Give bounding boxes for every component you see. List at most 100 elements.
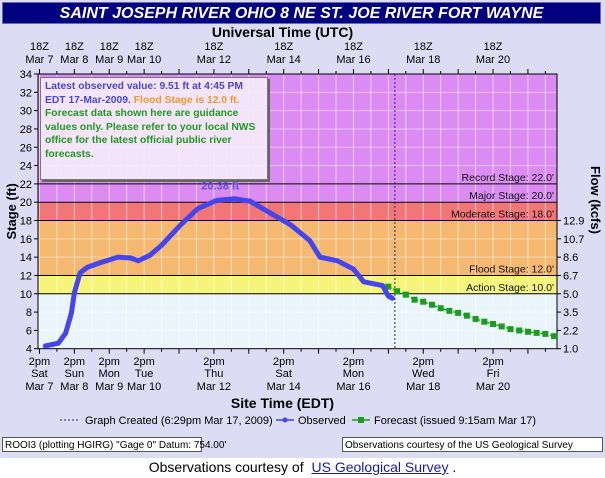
hydrograph-chart: Record Stage: 22.0' Major Stage: 20.0' Mod… (4, 24, 603, 427)
top-axis-title: Universal Time (UTC) (212, 24, 353, 40)
forecast-point (455, 309, 462, 316)
top-tick-label: Mar 20 (476, 54, 510, 66)
observed-point (289, 223, 293, 227)
observed-point (116, 255, 120, 259)
y-tick-label: 16 (20, 234, 32, 246)
forecast-point (507, 326, 514, 333)
y-tick-label: 24 (20, 161, 32, 173)
y-tick-label: 8 (26, 307, 32, 319)
top-tick-label: 18Z (100, 41, 119, 53)
bottom-tick-label: 2pm (203, 356, 224, 368)
station-info-box: ROOI3 (plotting HGIRG) "Gage 0" Datum: 7… (2, 437, 226, 452)
bottom-tick-label: Sat (31, 368, 48, 380)
legend-forecast-label: Forecast (issued 9:15am Mar 17) (374, 415, 536, 427)
legend-created-label: Graph Created (6:29pm Mar 17, 2009) (85, 415, 273, 427)
forecast-point (481, 318, 488, 325)
forecast-point (463, 312, 470, 319)
bottom-tick-label: Mar 9 (95, 381, 123, 393)
chart-title: SAINT JOSEPH RIVER OHIO 8 NE ST. JOE RIV… (2, 2, 601, 24)
observed-point (335, 259, 339, 263)
observed-point (269, 211, 273, 215)
stage-label-moderate: Moderate Stage: 18.0' (451, 209, 554, 221)
bottom-tick-label: Mon (343, 368, 364, 380)
observed-point (69, 311, 73, 315)
usgs-link[interactable]: US Geological Survey (311, 459, 449, 475)
bottom-tick-label: 2pm (133, 356, 154, 368)
observed-point (99, 261, 103, 265)
bottom-tick-label: Mar 7 (25, 381, 53, 393)
observed-point (215, 198, 219, 202)
forecast-point (402, 291, 409, 298)
usgs-courtesy-box: Observations courtesy of the US Geologic… (342, 437, 603, 452)
top-tick-label: Mar 16 (336, 54, 370, 66)
observed-point (196, 207, 200, 211)
y-tick-label: 30 (20, 106, 32, 118)
bottom-tick-label: Mar 20 (476, 381, 510, 393)
band-normal (38, 293, 557, 349)
observed-point (308, 239, 312, 243)
observed-point (43, 344, 47, 348)
y-tick-label: 34 (20, 69, 32, 81)
forecast-point (551, 333, 558, 340)
band-moderate (38, 202, 557, 221)
top-tick-label: 18Z (484, 41, 503, 53)
y2-tick-label: 12.9 (563, 216, 584, 228)
forecast-point (542, 330, 549, 337)
y-tick-label: 6 (26, 325, 32, 337)
x-axis-title: Site Time (EDT) (231, 395, 334, 411)
y-tick-label: 20 (20, 197, 32, 209)
stage-label-major: Major Stage: 20.0' (469, 190, 554, 202)
y-tick-label: 12 (20, 270, 32, 282)
forecast-point (428, 301, 435, 308)
forecast-point (533, 329, 540, 336)
observed-line (42, 196, 395, 349)
legend-observed-marker (282, 417, 288, 423)
legend-forecast-marker (358, 417, 364, 423)
observed-point (85, 265, 89, 269)
y2-tick-label: 8.6 (563, 252, 578, 264)
y-tick-label: 22 (20, 179, 32, 191)
bottom-tick-label: Mar 16 (336, 381, 370, 393)
peak-label: 20.38 ft (201, 181, 239, 193)
y2-tick-label: 1.0 (563, 344, 578, 356)
forecast-point (446, 307, 453, 314)
observed-point (78, 271, 82, 275)
y-tick-label: 28 (20, 124, 32, 136)
forecast-point (524, 328, 531, 335)
y-tick-label: 10 (20, 289, 32, 301)
top-tick-label: 18Z (65, 41, 84, 53)
bottom-tick-label: Wed (412, 368, 434, 380)
bottom-tick-label: Mar 10 (127, 381, 161, 393)
top-tick-label: Mar 7 (25, 54, 53, 66)
observed-point (390, 296, 394, 300)
y-tick-label: 4 (26, 344, 32, 356)
top-tick-label: 18Z (344, 41, 363, 53)
forecast-point (472, 315, 479, 322)
y2-tick-label: 6.7 (563, 270, 578, 282)
bottom-tick-label: Fri (487, 368, 500, 380)
bottom-tick-label: Thu (204, 368, 223, 380)
top-tick-label: Mar 12 (197, 54, 231, 66)
bottom-tick-label: Mar 8 (60, 381, 88, 393)
y2-tick-label: 2.2 (563, 325, 578, 337)
bottom-tick-label: 2pm (29, 356, 50, 368)
y-axis-title: Stage (ft) (4, 183, 19, 239)
bottom-tick-label: 2pm (413, 356, 434, 368)
observed-point (232, 197, 236, 201)
bottom-tick-label: Mar 14 (267, 381, 301, 393)
flood-stage-text: Flood Stage is 12.0 ft. (133, 94, 240, 106)
observed-point (386, 294, 390, 298)
top-tick-label: Mar 10 (127, 54, 161, 66)
forecast-point (394, 288, 401, 295)
observed-point (351, 267, 355, 271)
info-box: Latest observed value: 9.51 ft at 4:45 P… (40, 77, 268, 180)
bottom-tick-label: Mar 12 (197, 381, 231, 393)
y2-tick-label: 10.7 (563, 234, 584, 246)
observed-point (56, 341, 60, 345)
observed-point (72, 291, 76, 295)
y2-tick-label: 3.5 (563, 307, 578, 319)
top-tick-label: 18Z (204, 41, 223, 53)
top-tick-label: Mar 8 (60, 54, 88, 66)
bottom-tick-label: Tue (135, 368, 154, 380)
forecast-point (490, 320, 497, 327)
